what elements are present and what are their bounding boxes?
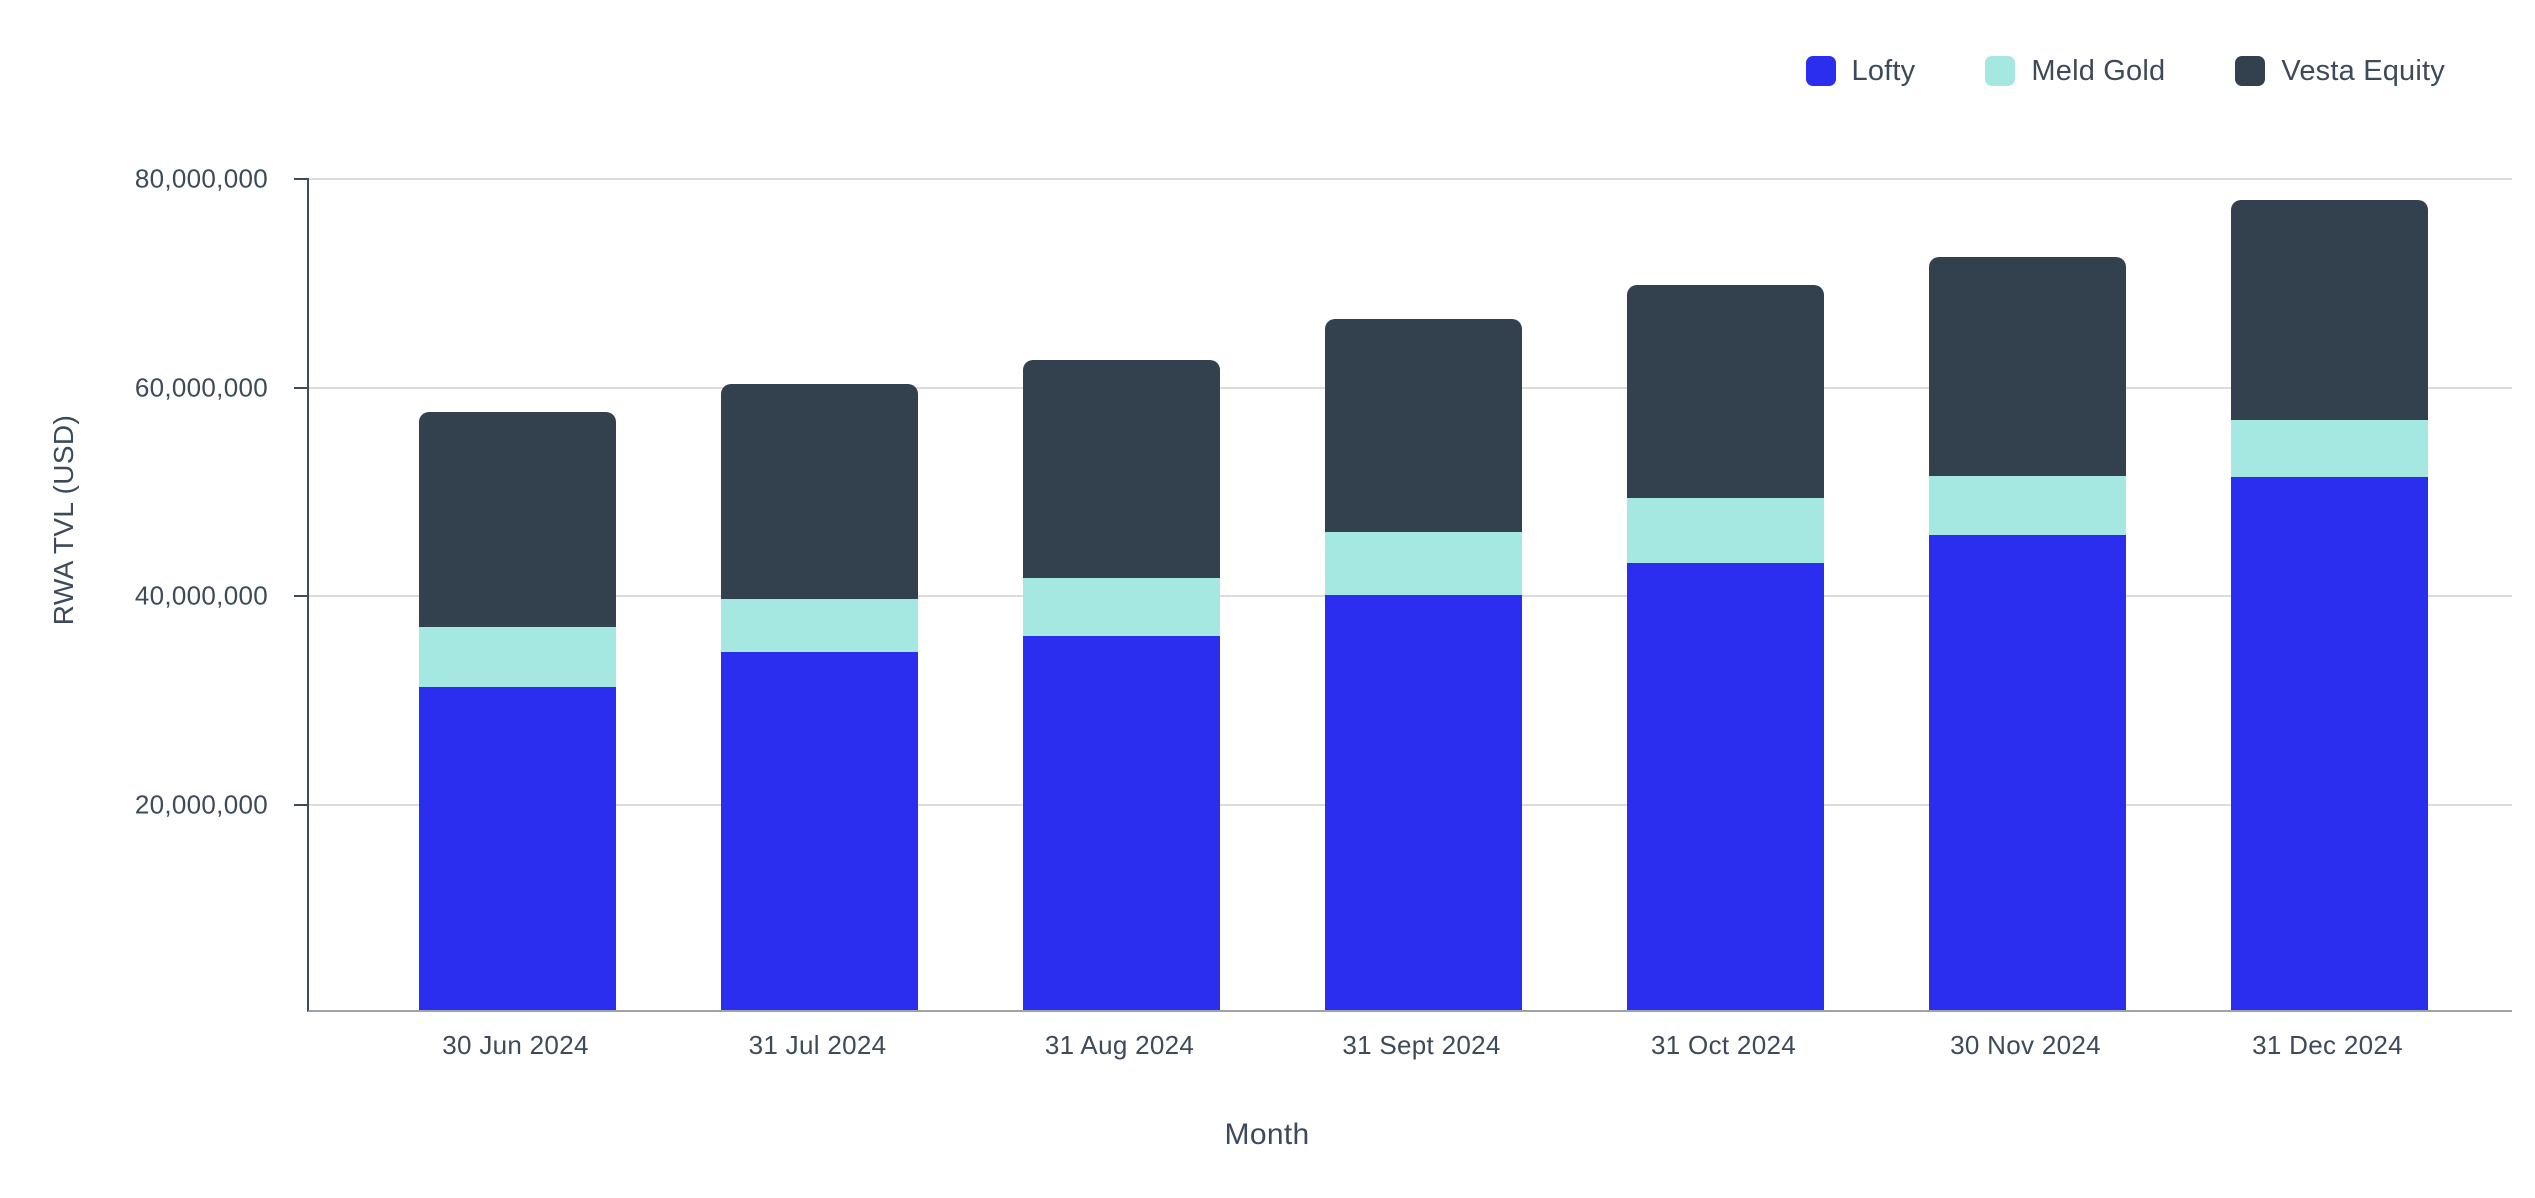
x-tick-label-31-oct-2024: 31 Oct 2024 xyxy=(1651,1030,1796,1060)
bar-segment-vesta-equity-31-dec-2024[interactable] xyxy=(2231,200,2428,421)
x-axis-title: Month xyxy=(1224,1118,1310,1151)
y-axis-tick-mark xyxy=(294,178,307,180)
y-tick-label-60000000: 60,000,000 xyxy=(134,372,268,402)
bar-segment-meld-gold-31-dec-2024[interactable] xyxy=(2231,420,2428,478)
x-tick-label-31-dec-2024: 31 Dec 2024 xyxy=(2252,1030,2403,1060)
y-tick-label-40000000: 40,000,000 xyxy=(134,580,268,611)
bar-segment-meld-gold-30-nov-2024[interactable] xyxy=(1929,476,2126,535)
y-axis-tick-labels: 80,000,000 60,000,000 40,000,000 20,000,000 xyxy=(0,164,268,1012)
legend-label: Meld Gold xyxy=(2031,54,2166,87)
bar-segment-vesta-equity-31-oct-2024[interactable] xyxy=(1627,284,1824,499)
legend-label: Lofty xyxy=(1851,54,1916,87)
bar-segment-vesta-equity-31-aug-2024[interactable] xyxy=(1023,359,1220,579)
bar-segment-lofty-31-sept-2024[interactable] xyxy=(1325,595,1522,1010)
bar-segment-meld-gold-31-sept-2024[interactable] xyxy=(1325,531,1522,596)
y-tick-label-80000000: 80,000,000 xyxy=(134,163,268,194)
chart-legend: Lofty Meld Gold Vesta Equity xyxy=(1805,54,2445,87)
y-axis-tick-mark xyxy=(294,386,307,389)
bar-segment-meld-gold-31-oct-2024[interactable] xyxy=(1627,498,1824,563)
gridline-80000000 xyxy=(309,178,2512,180)
bar-segment-lofty-31-aug-2024[interactable] xyxy=(1023,635,1220,1010)
bar-segment-lofty-30-jun-2024[interactable] xyxy=(419,686,616,1010)
x-tick-label-31-aug-2024: 31 Aug 2024 xyxy=(1044,1030,1195,1060)
x-tick-label-30-jun-2024: 30 Jun 2024 xyxy=(442,1030,589,1060)
y-axis-tick-mark xyxy=(294,803,307,806)
bar-segment-meld-gold-31-aug-2024[interactable] xyxy=(1023,578,1220,636)
bar-31-oct-2024[interactable] xyxy=(1627,284,1824,1010)
bar-segment-vesta-equity-30-jun-2024[interactable] xyxy=(419,411,616,628)
bar-segment-lofty-31-oct-2024[interactable] xyxy=(1627,562,1824,1010)
x-axis-tick-labels: 30 Jun 2024 31 Jul 2024 31 Aug 2024 31 Sept… xyxy=(307,1030,2512,1070)
bar-segment-vesta-equity-30-nov-2024[interactable] xyxy=(1929,257,2126,477)
bar-segment-lofty-31-jul-2024[interactable] xyxy=(721,652,918,1010)
legend-item-vesta-equity[interactable]: Vesta Equity xyxy=(2235,56,2445,86)
y-axis-tick-mark xyxy=(294,595,307,597)
legend-label: Vesta Equity xyxy=(2281,54,2445,87)
bar-30-nov-2024[interactable] xyxy=(1929,257,2126,1010)
legend-item-meld-gold[interactable]: Meld Gold xyxy=(1985,56,2165,86)
x-tick-label-31-jul-2024: 31 Jul 2024 xyxy=(748,1030,887,1060)
x-tick-label-31-sept-2024: 31 Sept 2024 xyxy=(1342,1030,1501,1060)
bar-segment-meld-gold-31-jul-2024[interactable] xyxy=(721,599,918,653)
bar-segment-lofty-31-dec-2024[interactable] xyxy=(2231,477,2428,1010)
bar-segment-lofty-30-nov-2024[interactable] xyxy=(1929,534,2126,1010)
bar-segment-vesta-equity-31-sept-2024[interactable] xyxy=(1325,318,1522,532)
legend-swatch-lofty xyxy=(1805,56,1836,86)
bar-31-jul-2024[interactable] xyxy=(721,384,918,1010)
plot-area xyxy=(294,178,2512,1012)
bar-31-dec-2024[interactable] xyxy=(2231,200,2428,1010)
bar-segment-meld-gold-30-jun-2024[interactable] xyxy=(419,627,616,687)
legend-swatch-vesta-equity xyxy=(2235,56,2266,86)
bar-31-sept-2024[interactable] xyxy=(1325,318,1522,1010)
bar-segment-vesta-equity-31-jul-2024[interactable] xyxy=(721,384,918,600)
legend-item-lofty[interactable]: Lofty xyxy=(1805,54,1916,87)
bar-30-jun-2024[interactable] xyxy=(419,411,616,1010)
x-tick-label-30-nov-2024: 30 Nov 2024 xyxy=(1950,1030,2101,1060)
legend-swatch-meld-gold xyxy=(1985,56,2016,86)
y-tick-label-20000000: 20,000,000 xyxy=(134,789,268,819)
bar-31-aug-2024[interactable] xyxy=(1023,359,1220,1010)
